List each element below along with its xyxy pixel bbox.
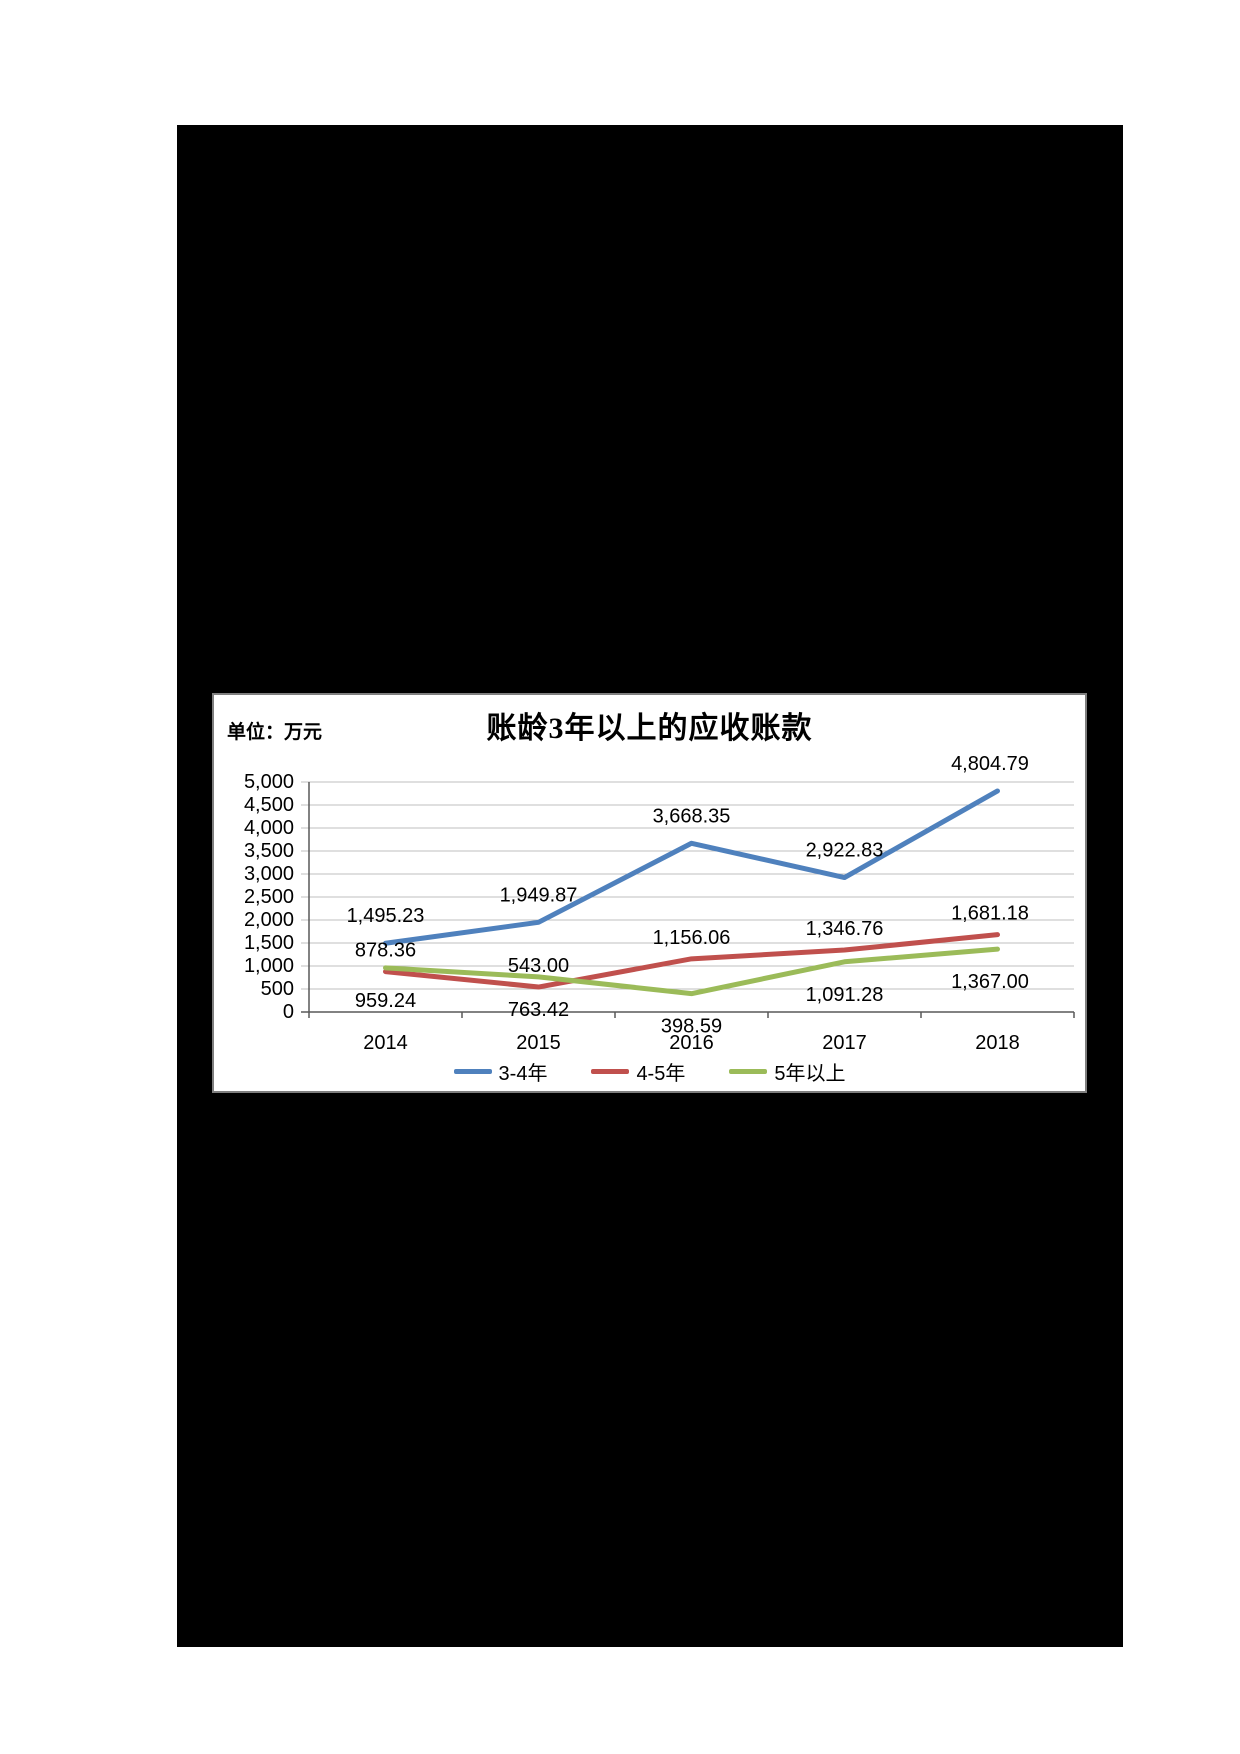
legend-label: 3-4年 bbox=[498, 1062, 548, 1085]
legend-label: 5年以上 bbox=[774, 1062, 846, 1085]
data-label: 543.00 bbox=[508, 955, 569, 977]
y-tick-label: 1,000 bbox=[244, 955, 294, 977]
data-label: 1,156.06 bbox=[653, 927, 731, 949]
data-label: 763.42 bbox=[508, 999, 569, 1021]
chart-unit-label: 单位：万元 bbox=[227, 722, 323, 743]
legend-label: 4-5年 bbox=[636, 1062, 686, 1085]
legend-item-5plus: 5年以上 bbox=[729, 1057, 845, 1086]
y-tick-label: 0 bbox=[283, 1001, 294, 1023]
series-line bbox=[383, 946, 1000, 997]
data-label: 959.24 bbox=[355, 990, 416, 1012]
y-tick-label: 3,500 bbox=[244, 840, 294, 862]
series-line bbox=[383, 788, 1000, 946]
y-tick-label: 2,000 bbox=[244, 909, 294, 931]
y-tick-label: 5,000 bbox=[244, 771, 294, 793]
data-label: 1,949.87 bbox=[500, 884, 578, 906]
data-label: 1,091.28 bbox=[806, 984, 884, 1006]
data-label: 3,668.35 bbox=[653, 805, 731, 827]
legend-line-swatch-icon bbox=[591, 1068, 630, 1074]
legend-line-swatch-icon bbox=[729, 1068, 768, 1074]
data-label: 1,346.76 bbox=[806, 918, 884, 940]
x-tick-label: 2017 bbox=[822, 1032, 867, 1054]
data-label: 878.36 bbox=[355, 940, 416, 962]
chart-container: 单位：万元 账龄3年以上的应收账款 5,000 4,500 4,000 3,500 3,… bbox=[212, 693, 1087, 1093]
line-chart-svg: 5,0004,5004,0003,5003,0002,5002,0001,500… bbox=[244, 753, 1075, 1054]
y-tick-label: 4,000 bbox=[244, 817, 294, 839]
chart-legend: 3-4年 4-5年 5年以上 bbox=[214, 1057, 1085, 1086]
x-tick-label: 2018 bbox=[975, 1032, 1020, 1054]
y-tick-label: 3,000 bbox=[244, 863, 294, 885]
series-line bbox=[383, 932, 1000, 990]
x-tick-label: 2016 bbox=[669, 1032, 714, 1054]
data-label: 398.59 bbox=[661, 1016, 722, 1038]
legend-item-3-4: 3-4年 bbox=[453, 1057, 548, 1086]
data-label: 1,681.18 bbox=[951, 903, 1029, 925]
y-tick-label: 1,500 bbox=[244, 932, 294, 954]
legend-line-swatch-icon bbox=[453, 1068, 492, 1074]
data-label: 4,804.79 bbox=[951, 753, 1029, 775]
y-tick-label: 2,500 bbox=[244, 886, 294, 908]
x-tick-label: 2014 bbox=[363, 1032, 408, 1054]
y-tick-label: 500 bbox=[261, 978, 294, 1000]
y-tick-label: 4,500 bbox=[244, 794, 294, 816]
data-label: 1,495.23 bbox=[347, 905, 425, 927]
data-label: 1,367.00 bbox=[951, 971, 1029, 993]
chart-title: 账龄3年以上的应收账款 bbox=[486, 712, 813, 745]
legend-item-4-5: 4-5年 bbox=[591, 1057, 685, 1086]
x-tick-label: 2015 bbox=[516, 1032, 561, 1054]
data-label: 2,922.83 bbox=[806, 840, 884, 862]
